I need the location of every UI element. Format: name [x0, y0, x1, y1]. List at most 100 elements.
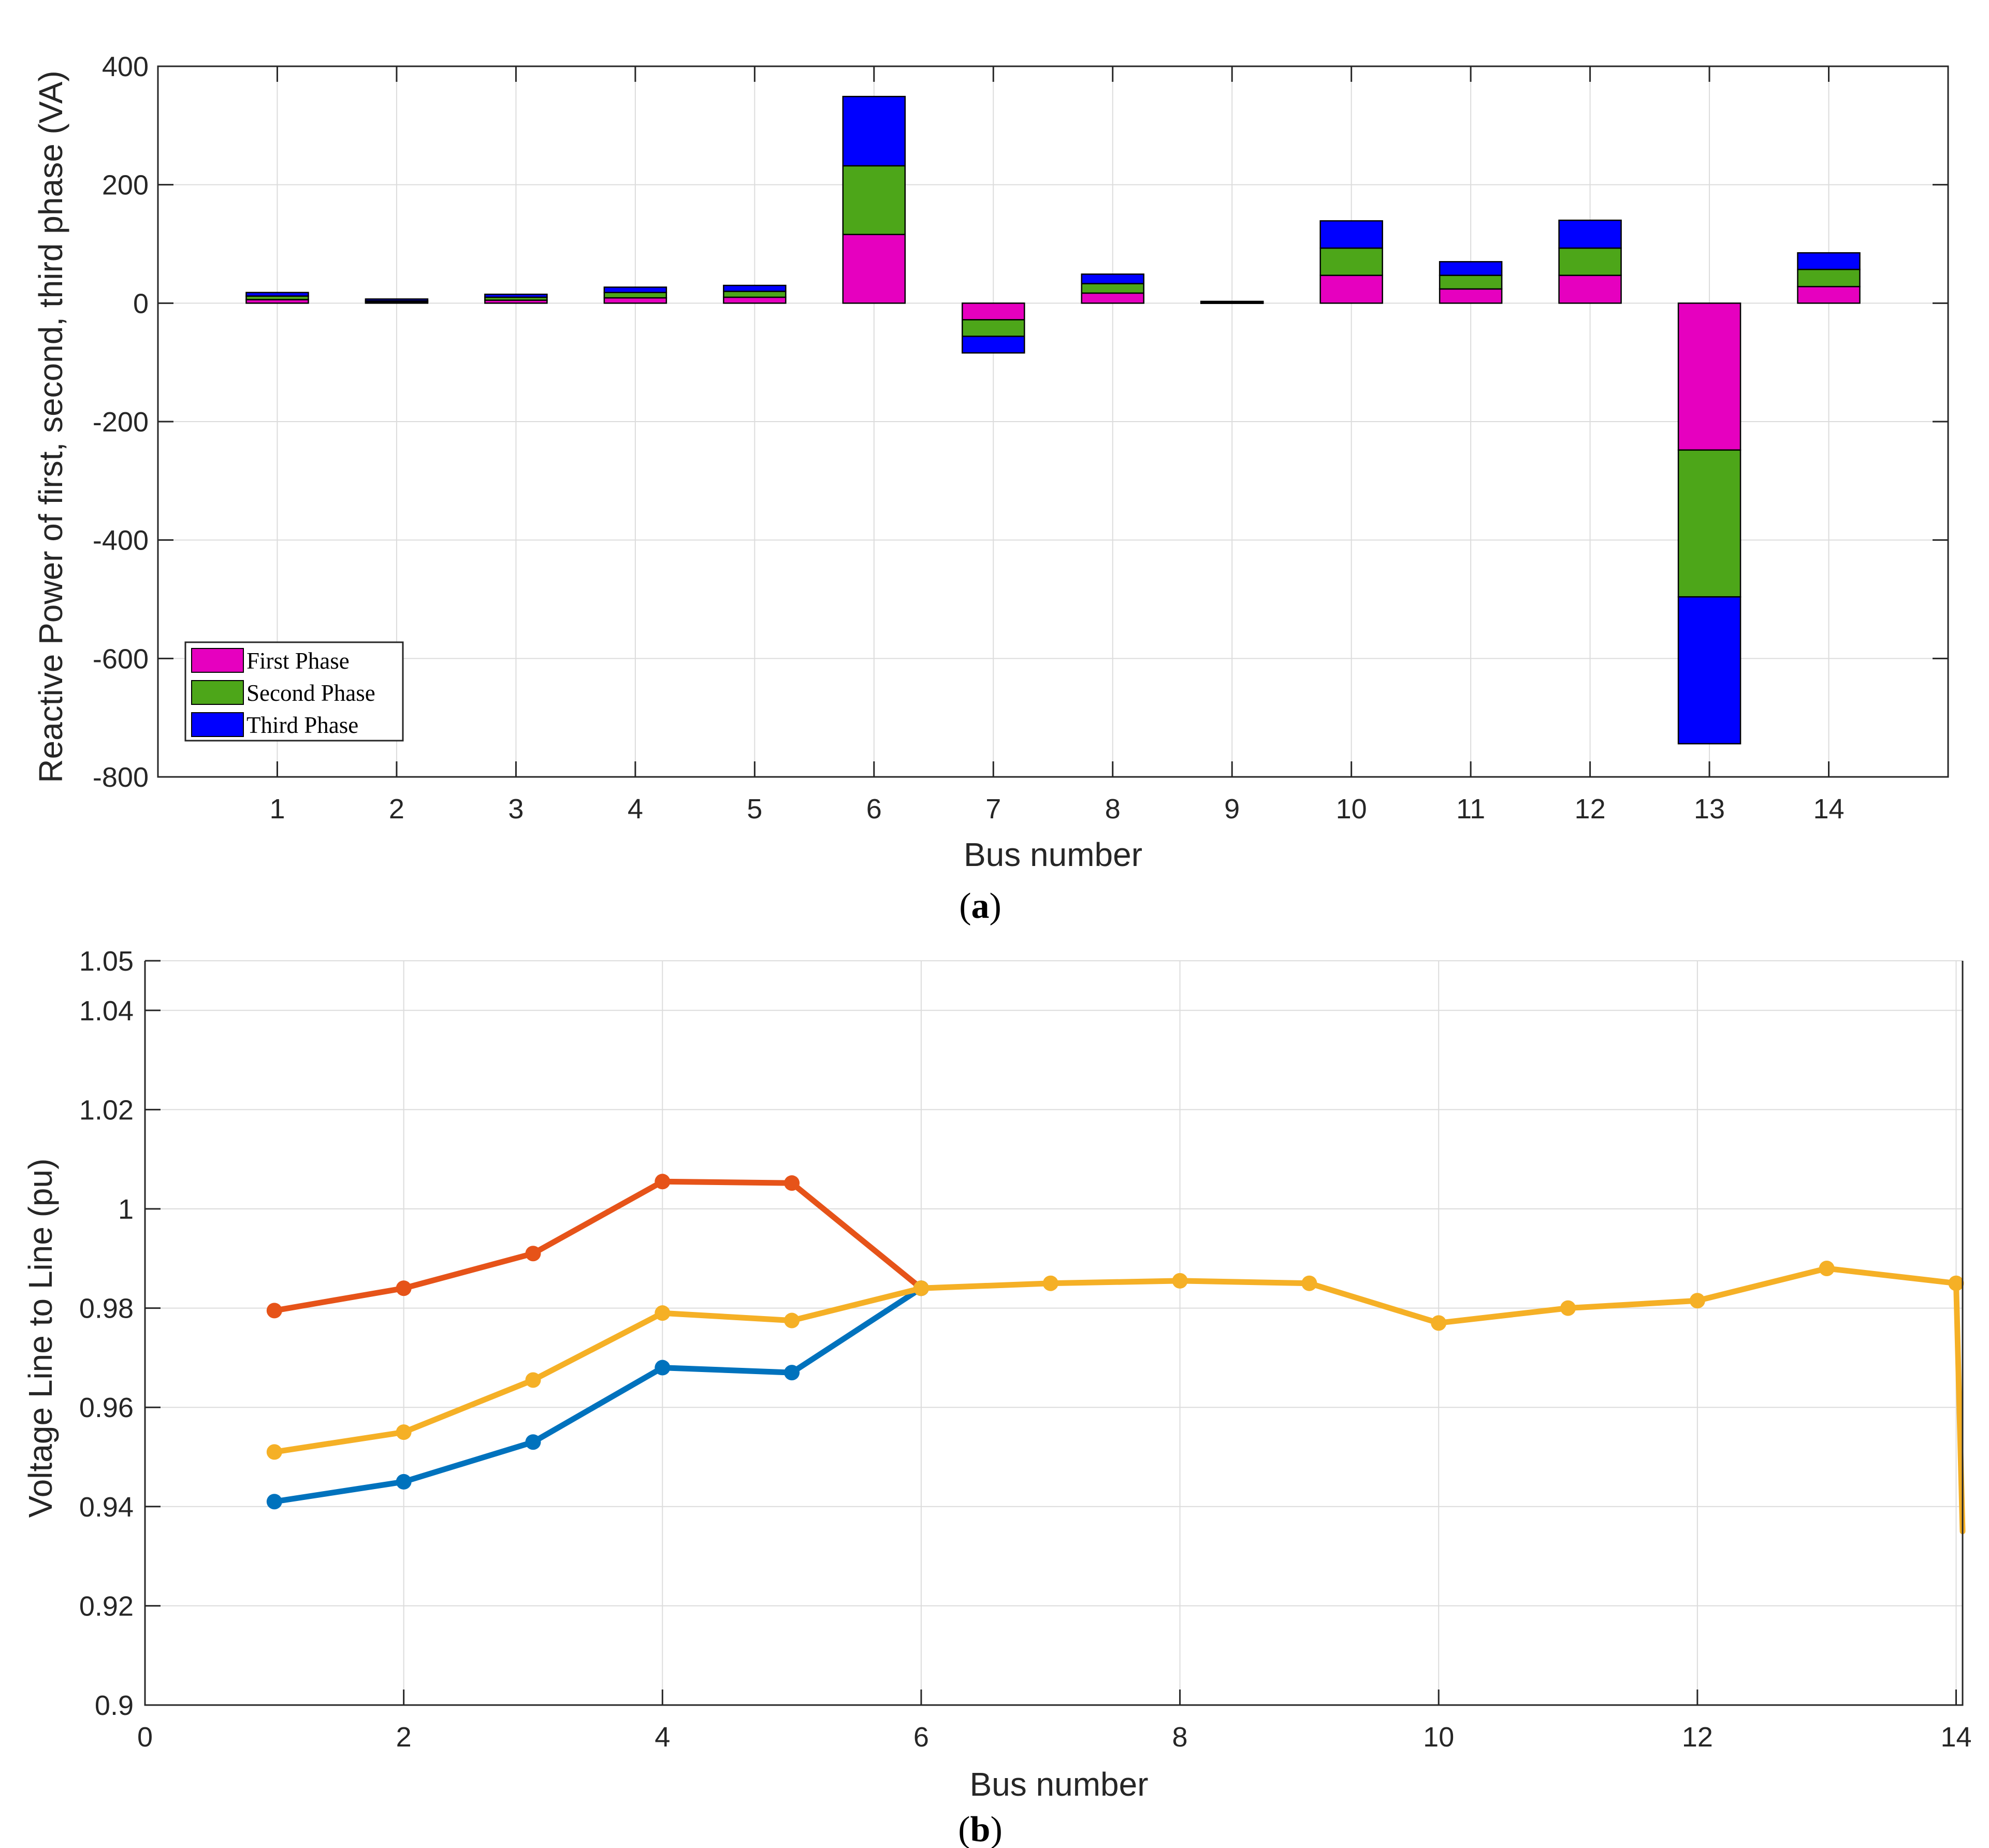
bar-bus-14-third-phase — [1797, 252, 1861, 270]
bar-bus-11-third-phase — [1439, 261, 1503, 276]
bar-bus-5-first-phase — [723, 296, 787, 304]
bar-bus-13-third-phase — [1677, 596, 1741, 745]
chart-b-x-tick-label: 8 — [1172, 1722, 1188, 1753]
chart-b-y-tick-label: 0.9 — [95, 1690, 134, 1721]
chart-a-x-tick-label: 1 — [269, 793, 285, 825]
point-phase-b-bus-5 — [784, 1365, 800, 1381]
legend-label-second-phase: Second Phase — [246, 680, 375, 706]
bar-bus-10-third-phase — [1319, 220, 1383, 249]
chart-b-lines — [266, 1174, 1966, 1535]
legend-label-first-phase: First Phase — [246, 648, 350, 674]
bar-bus-3-third-phase — [484, 293, 548, 298]
point-phase-c-bus-13 — [1819, 1260, 1835, 1276]
chart-a-x-tick-label: 3 — [508, 793, 524, 825]
line-phase-b — [271, 1285, 924, 1505]
caption-a-close: ) — [990, 886, 1001, 926]
chart-b-y-tick-label: 0.94 — [79, 1492, 134, 1523]
bar-bus-8-first-phase — [1081, 292, 1144, 304]
chart-a-x-tick-label: 8 — [1105, 793, 1121, 825]
chart-a-x-tick-label: 13 — [1694, 793, 1725, 825]
bar-bus-8-third-phase — [1081, 273, 1144, 284]
chart-a-y-tick-label: -400 — [93, 525, 149, 556]
chart-a-x-tick-label: 4 — [628, 793, 643, 825]
chart-a-x-tick-label: 9 — [1224, 793, 1240, 825]
chart-b-x-axis-label: Bus number — [969, 1766, 1148, 1803]
chart-b-grid — [144, 960, 1963, 1706]
bar-bus-13-first-phase — [1677, 302, 1741, 451]
chart-a-x-tick-label: 6 — [866, 793, 882, 825]
chart-b-y-tick-label: 1 — [118, 1194, 134, 1225]
point-phase-c-bus-6 — [913, 1280, 929, 1296]
bar-bus-12-second-phase — [1558, 247, 1622, 276]
caption-b-open: ( — [958, 1810, 970, 1848]
chart-a-x-tick-label: 11 — [1456, 793, 1485, 825]
point-phase-c-bus-11 — [1560, 1300, 1576, 1316]
chart-a-x-tick-label: 14 — [1813, 793, 1844, 825]
caption-b-close: ) — [990, 1810, 1002, 1848]
chart-a-x-tick-label: 5 — [747, 793, 762, 825]
chart-a-x-tick-label: 7 — [985, 793, 1001, 825]
bar-bus-4-third-phase — [603, 286, 667, 294]
chart-a-y-tick-label: 0 — [133, 288, 149, 319]
chart-a-y-tick-label: 200 — [102, 170, 149, 201]
point-phase-c-bus-14 — [1948, 1275, 1964, 1291]
bar-bus-6-second-phase — [842, 165, 906, 235]
bar-bus-5-second-phase — [723, 291, 787, 298]
bar-bus-14-second-phase — [1797, 268, 1861, 287]
point-phase-c-bus-7 — [1042, 1275, 1058, 1291]
chart-a-legend: First Phase Second Phase Third Phase — [184, 641, 404, 742]
chart-b-y-tick-label: 0.92 — [79, 1591, 134, 1622]
chart-a-y-tick-label: -600 — [93, 643, 149, 674]
bar-bus-5-third-phase — [723, 284, 787, 292]
bar-bus-7-first-phase — [962, 302, 1025, 321]
chart-b-y-tick-label: 1.02 — [79, 1094, 134, 1125]
point-phase-c-bus-1 — [266, 1444, 282, 1460]
chart-b-y-tick-label: 1.05 — [79, 946, 134, 977]
chart-b-x-tick-label: 4 — [655, 1722, 670, 1753]
bar-bus-13-second-phase — [1677, 449, 1741, 598]
bar-bus-7-third-phase — [962, 336, 1025, 354]
point-phase-a-bus-1 — [266, 1303, 282, 1319]
chart-a-x-tick-label: 10 — [1336, 793, 1367, 825]
point-phase-b-bus-1 — [266, 1494, 282, 1510]
bar-bus-2-third-phase — [365, 298, 429, 302]
point-phase-c-bus-5 — [784, 1312, 800, 1329]
point-phase-c-bus-2 — [396, 1424, 412, 1440]
chart-a-y-tick-label: -200 — [93, 407, 149, 438]
point-phase-c-bus-3 — [525, 1372, 541, 1388]
bar-bus-10-first-phase — [1319, 275, 1383, 304]
chart-b-x-tick-label: 10 — [1423, 1722, 1454, 1753]
bar-bus-11-first-phase — [1439, 288, 1503, 304]
chart-b-y-axis-label: Voltage Line to Line (pu) — [22, 1159, 59, 1518]
bar-bus-12-third-phase — [1558, 220, 1622, 249]
point-phase-b-bus-3 — [525, 1434, 541, 1450]
chart-b-axes — [144, 961, 1964, 1706]
chart-b-x-tick-label: 12 — [1682, 1722, 1713, 1753]
caption-b: (b) — [958, 1810, 1003, 1848]
point-phase-c-bus-4 — [655, 1305, 671, 1321]
bar-bus-9-third-phase — [1200, 300, 1264, 303]
bar-bus-14-first-phase — [1797, 286, 1861, 304]
bar-bus-7-second-phase — [962, 319, 1025, 337]
chart-b-x-tick-label: 2 — [396, 1722, 412, 1753]
chart-a-y-tick-label: -800 — [93, 762, 149, 793]
chart-b-y-tick-label: 0.98 — [79, 1293, 134, 1324]
chart-a-x-axis-label: Bus number — [964, 836, 1142, 873]
chart-b-ticks: 0.9 0.92 0.94 0.96 0.98 1 1.02 1.04 1.05 0 2 4 6 8 10 1… — [79, 946, 1972, 1753]
bar-bus-8-second-phase — [1081, 283, 1144, 294]
chart-a-y-tick-label: 400 — [102, 51, 149, 82]
caption-a: (a) — [959, 886, 1001, 926]
chart-b-x-tick-label: 6 — [913, 1722, 929, 1753]
caption-b-letter: b — [970, 1810, 991, 1848]
chart-a-x-tick-label: 2 — [389, 793, 404, 825]
legend-label-third-phase: Third Phase — [246, 712, 358, 738]
bar-bus-6-third-phase — [842, 96, 906, 167]
point-phase-c-bus-8 — [1172, 1273, 1188, 1289]
chart-a-bars — [245, 96, 1861, 745]
voltage-chart: 0.9 0.92 0.94 0.96 0.98 1 1.02 1.04 1.05 0 2 4 6 8 10 1… — [22, 946, 1972, 1848]
chart-a-x-tick-label: 12 — [1575, 793, 1606, 825]
bar-bus-4-second-phase — [603, 292, 667, 299]
